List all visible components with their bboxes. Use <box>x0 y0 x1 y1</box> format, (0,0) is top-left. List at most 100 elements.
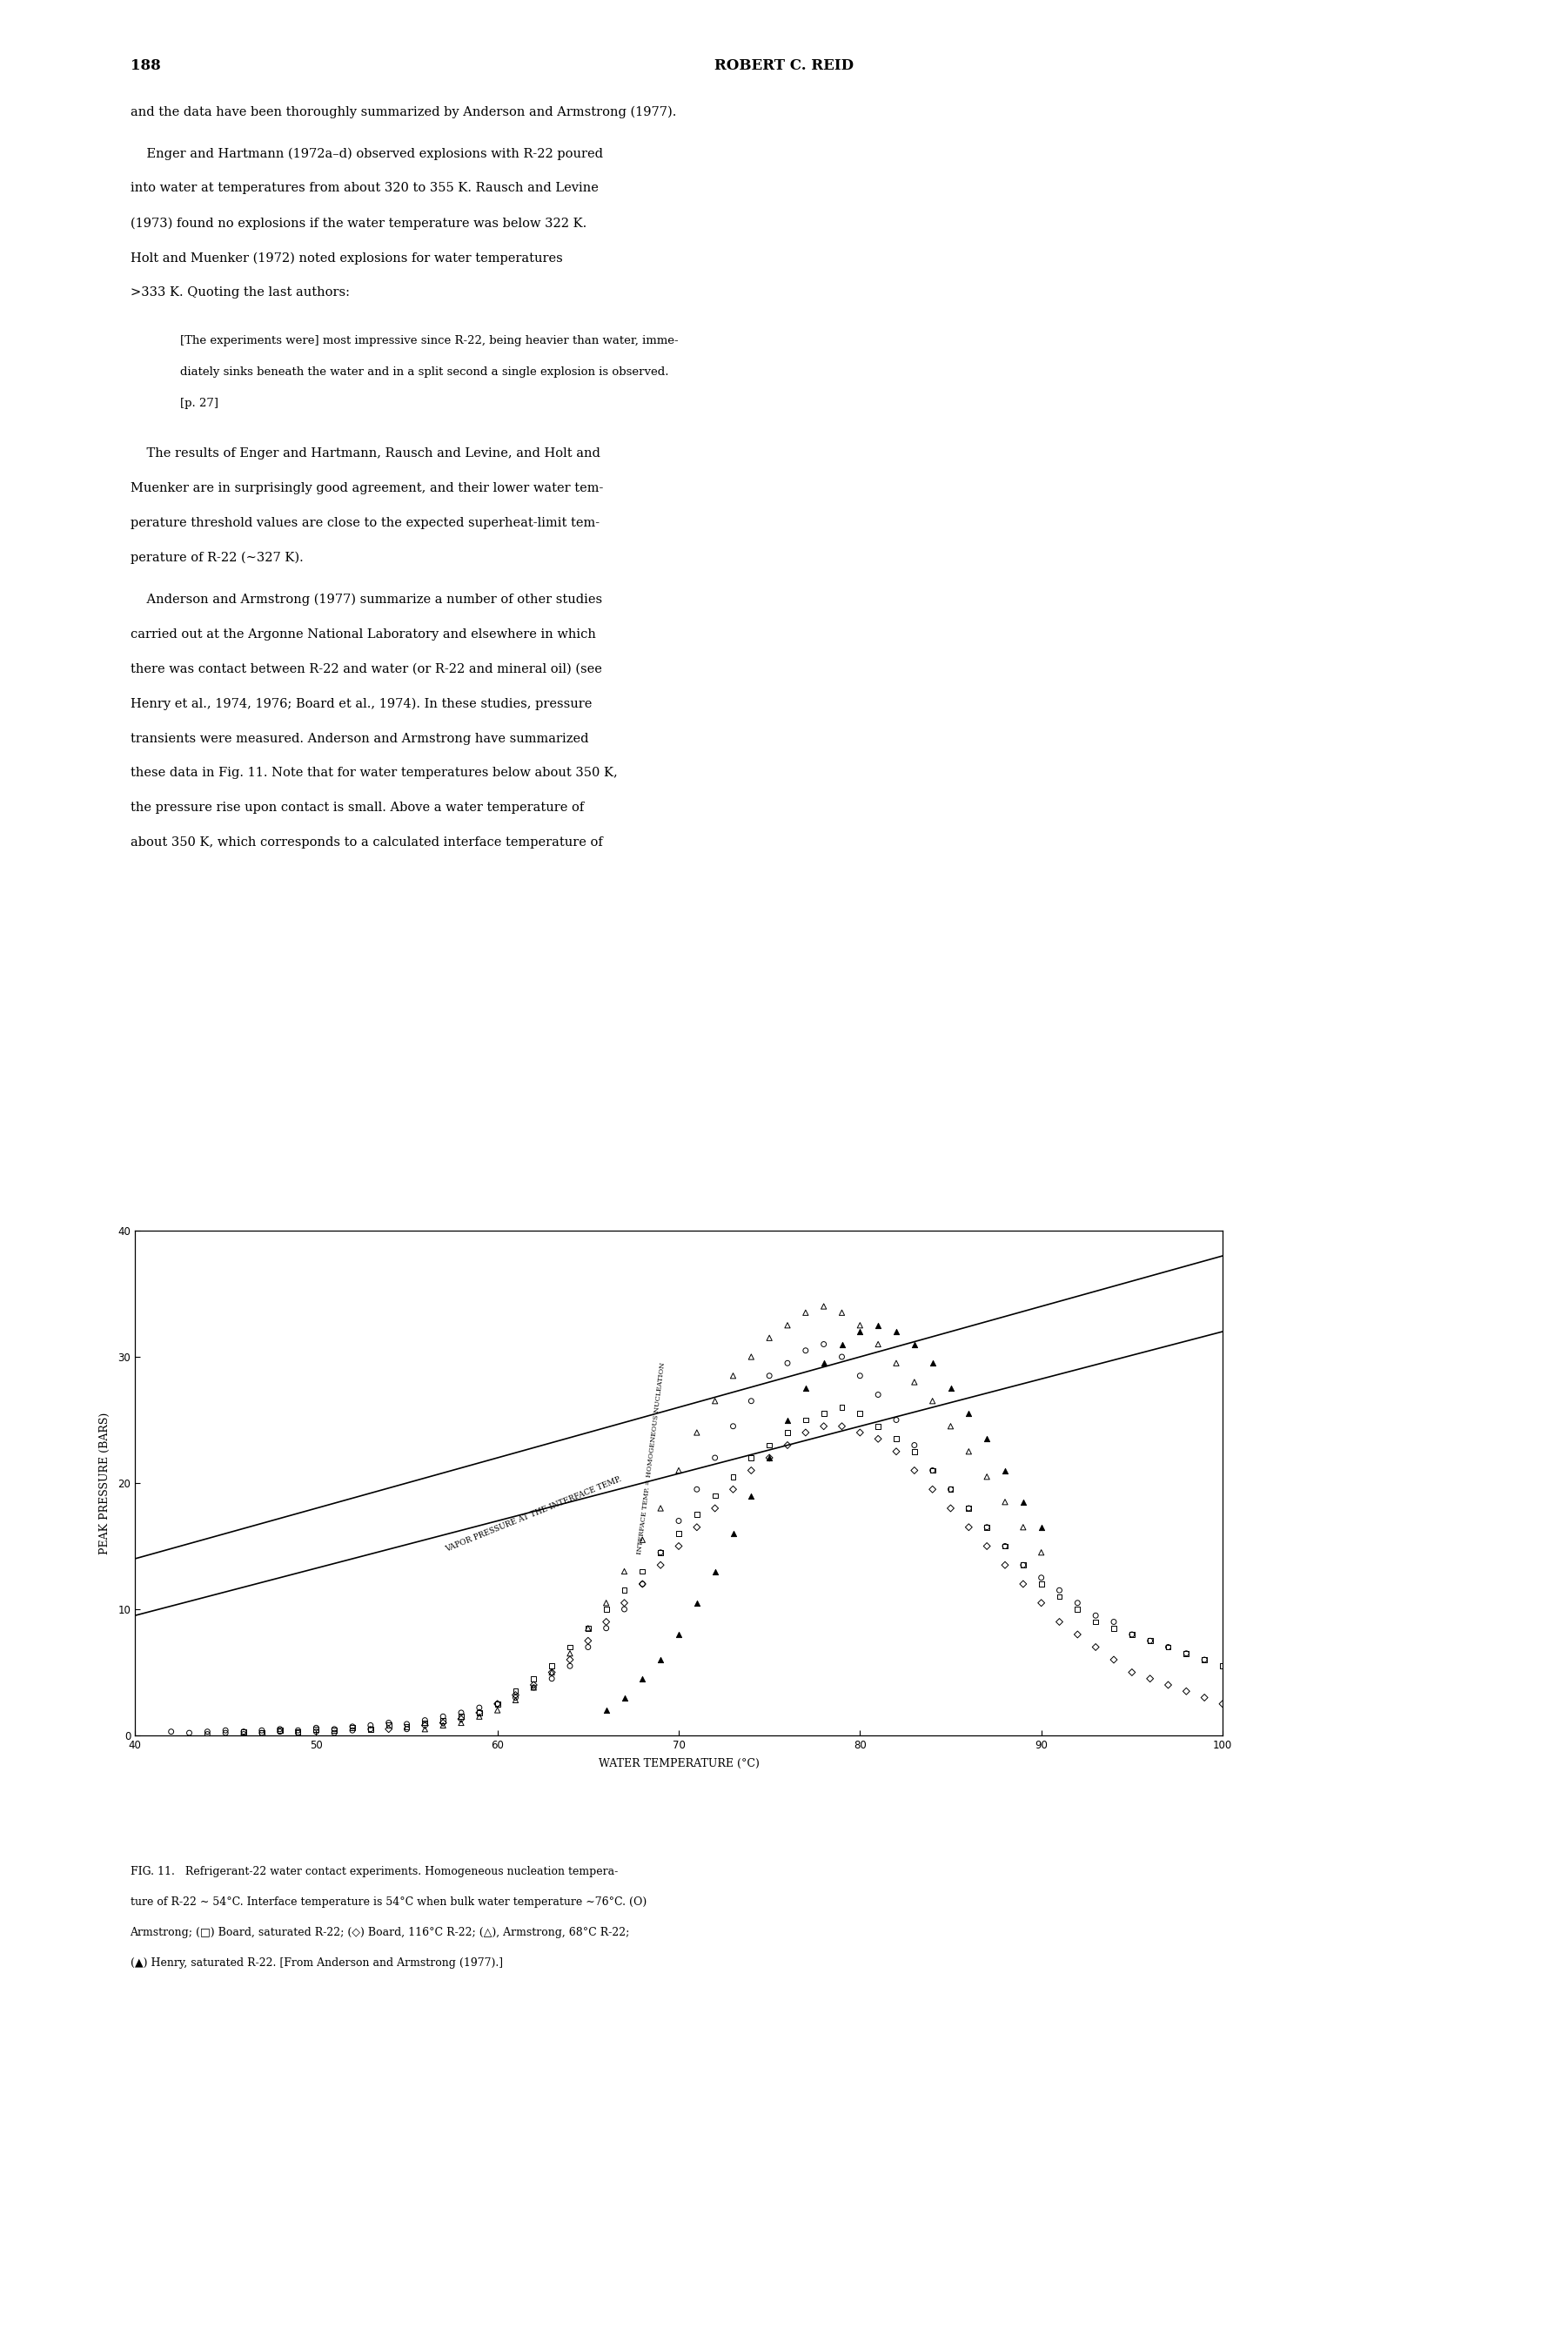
Point <box>594 1583 619 1621</box>
Point <box>557 1647 582 1684</box>
Point <box>829 1388 855 1426</box>
Point <box>757 1426 782 1463</box>
Point <box>630 1564 655 1602</box>
Point <box>866 1407 891 1445</box>
Point <box>467 1694 492 1731</box>
Point <box>666 1515 691 1553</box>
Point <box>739 1440 764 1478</box>
Point <box>612 1553 637 1590</box>
Point <box>993 1527 1018 1564</box>
Point <box>249 1715 274 1752</box>
Text: (1973) found no explosions if the water temperature was below 322 K.: (1973) found no explosions if the water … <box>130 216 586 230</box>
Point <box>1101 1642 1126 1680</box>
Point <box>249 1715 274 1752</box>
Point <box>938 1470 963 1508</box>
Point <box>1156 1665 1181 1703</box>
Point <box>702 1478 728 1515</box>
Point <box>1192 1642 1217 1680</box>
Point <box>358 1705 383 1743</box>
Point <box>612 1583 637 1621</box>
Point <box>194 1712 220 1750</box>
Point <box>485 1684 510 1722</box>
Point <box>340 1708 365 1745</box>
Point <box>503 1672 528 1710</box>
Point <box>902 1452 927 1489</box>
Y-axis label: PEAK PRESSURE (BARS): PEAK PRESSURE (BARS) <box>99 1412 110 1555</box>
Point <box>920 1470 946 1508</box>
Point <box>666 1452 691 1489</box>
Text: [p. 27]: [p. 27] <box>180 397 218 409</box>
Text: into water at temperatures from about 320 to 355 K. Rausch and Levine: into water at temperatures from about 32… <box>130 183 597 195</box>
Point <box>230 1712 256 1750</box>
Point <box>1192 1680 1217 1717</box>
Point <box>467 1689 492 1727</box>
Text: INTERFACE TEMP. = HOMOGENEOUS NUCLEATION: INTERFACE TEMP. = HOMOGENEOUS NUCLEATION <box>637 1362 666 1555</box>
Point <box>521 1668 546 1705</box>
Point <box>793 1400 818 1438</box>
Point <box>956 1508 982 1546</box>
Point <box>594 1691 619 1729</box>
Point <box>1011 1546 1036 1583</box>
Point <box>1101 1609 1126 1647</box>
Point <box>594 1590 619 1628</box>
Text: Armstrong; (□) Board, saturated R-22; (◇) Board, 116°C R-22; (△), Armstrong, 68°: Armstrong; (□) Board, saturated R-22; (◇… <box>130 1926 630 1938</box>
Point <box>666 1501 691 1539</box>
Point <box>1065 1616 1090 1654</box>
Point <box>612 1571 637 1609</box>
Point <box>721 1459 746 1496</box>
Point <box>684 1470 709 1508</box>
Point <box>938 1489 963 1527</box>
Point <box>521 1665 546 1703</box>
Point <box>448 1698 474 1736</box>
Text: The results of Enger and Hartmann, Rausch and Levine, and Holt and: The results of Enger and Hartmann, Rausc… <box>130 446 601 460</box>
Point <box>974 1508 999 1546</box>
Text: about 350 K, which corresponds to a calculated interface temperature of: about 350 K, which corresponds to a calc… <box>130 836 602 848</box>
Point <box>1083 1597 1109 1635</box>
Point <box>684 1496 709 1534</box>
Point <box>956 1433 982 1470</box>
Point <box>993 1527 1018 1564</box>
Text: Holt and Muenker (1972) noted explosions for water temperatures: Holt and Muenker (1972) noted explosions… <box>130 251 563 265</box>
Point <box>1029 1564 1054 1602</box>
Point <box>557 1628 582 1665</box>
Point <box>920 1381 946 1419</box>
Point <box>1083 1628 1109 1665</box>
Point <box>884 1421 909 1459</box>
Point <box>974 1459 999 1496</box>
Point <box>829 1325 855 1362</box>
Point <box>1101 1602 1126 1640</box>
Point <box>702 1440 728 1478</box>
Point <box>902 1426 927 1463</box>
Point <box>285 1712 310 1750</box>
Point <box>920 1452 946 1489</box>
Point <box>1156 1628 1181 1665</box>
Point <box>412 1703 437 1741</box>
Point <box>938 1369 963 1407</box>
Point <box>448 1694 474 1731</box>
Point <box>775 1306 800 1344</box>
Text: perature of R-22 (∼327 K).: perature of R-22 (∼327 K). <box>130 552 303 564</box>
Point <box>666 1527 691 1564</box>
Point <box>304 1710 329 1748</box>
Point <box>376 1705 401 1743</box>
Point <box>938 1407 963 1445</box>
Point <box>431 1698 456 1736</box>
Point <box>739 1452 764 1489</box>
Point <box>884 1344 909 1381</box>
Point <box>811 1287 836 1325</box>
Point <box>575 1621 601 1658</box>
Point <box>1192 1642 1217 1680</box>
Point <box>412 1701 437 1738</box>
Text: 188: 188 <box>130 59 160 73</box>
Point <box>684 1583 709 1621</box>
Point <box>1029 1534 1054 1571</box>
Text: ture of R-22 ∼ 54°C. Interface temperature is 54°C when bulk water temperature ∼: ture of R-22 ∼ 54°C. Interface temperatu… <box>130 1896 646 1907</box>
Point <box>920 1452 946 1489</box>
Point <box>811 1344 836 1381</box>
Point <box>847 1306 872 1344</box>
Text: these data in Fig. 11. Note that for water temperatures below about 350 K,: these data in Fig. 11. Note that for wat… <box>130 768 618 780</box>
Point <box>721 1470 746 1508</box>
Point <box>249 1712 274 1750</box>
Point <box>394 1705 419 1743</box>
Point <box>775 1426 800 1463</box>
